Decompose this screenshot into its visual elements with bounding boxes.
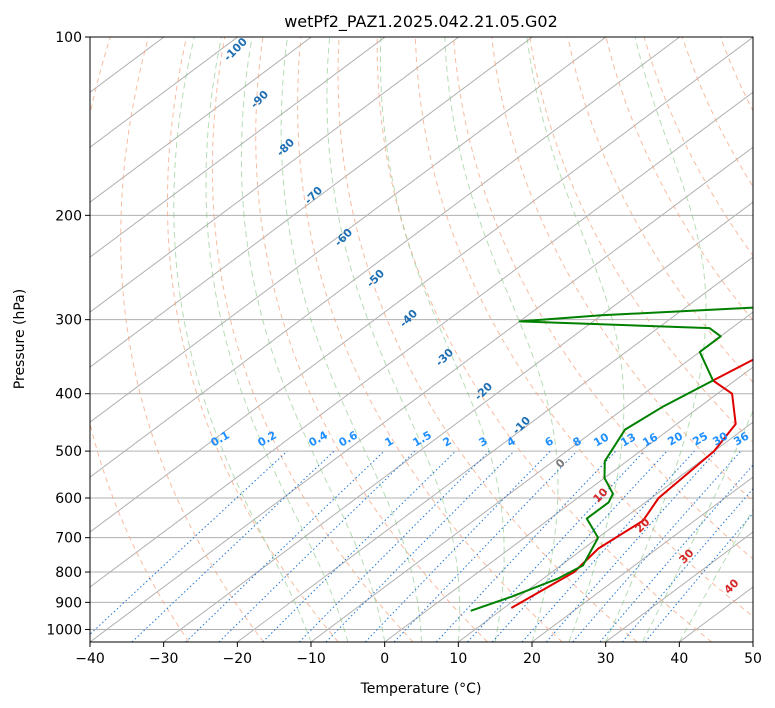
isotherm xyxy=(163,201,753,642)
x-tick-label: 20 xyxy=(523,651,541,667)
dry-adiabat xyxy=(120,37,264,642)
mixing-ratio-line xyxy=(262,450,456,642)
isotherm xyxy=(90,37,607,423)
moist-adiabat xyxy=(642,409,753,642)
x-tick-label: 30 xyxy=(597,651,615,667)
mixing-ratio-line xyxy=(436,450,617,642)
y-tick-label: 700 xyxy=(55,531,82,547)
y-tick-label: 200 xyxy=(55,208,82,224)
mixing-ratio-line xyxy=(545,450,717,642)
x-tick-label: −20 xyxy=(223,651,253,667)
moist-adiabat xyxy=(326,37,461,642)
y-tick-label: 800 xyxy=(55,565,82,581)
x-tick-label: −10 xyxy=(296,651,326,667)
y-tick-label: 1000 xyxy=(46,622,82,638)
y-tick-label: 400 xyxy=(55,387,82,403)
dry-adiabat xyxy=(255,37,488,642)
dry-adiabat xyxy=(605,37,753,322)
dry-adiabat xyxy=(567,37,753,384)
isotherm xyxy=(90,37,312,203)
mixing-ratio-line xyxy=(467,450,645,642)
isotherm xyxy=(90,91,753,588)
dry-adiabat xyxy=(529,37,753,444)
mixing-ratio-line xyxy=(491,450,668,642)
isotherm xyxy=(531,476,753,642)
y-axis-label: Pressure (hPa) xyxy=(12,289,28,389)
dewpoint-profile-line xyxy=(470,306,753,612)
moist-adiabat xyxy=(240,37,386,642)
isotherm xyxy=(458,421,753,642)
isotherm xyxy=(90,37,753,533)
isotherm xyxy=(605,531,753,642)
isotherm xyxy=(90,37,459,313)
y-tick-label: 600 xyxy=(55,491,82,507)
x-tick-label: 10 xyxy=(449,651,467,667)
x-tick-label: 40 xyxy=(670,651,688,667)
moist-adiabat xyxy=(173,37,312,642)
x-axis-label: Temperature (°C) xyxy=(360,681,482,697)
mixing-ratio-line xyxy=(572,450,742,642)
y-tick-label: 100 xyxy=(55,30,82,46)
mixing-ratio-line xyxy=(393,450,578,642)
dry-adiabat xyxy=(452,37,753,560)
isotherm xyxy=(237,256,753,642)
dry-adiabat xyxy=(297,37,563,642)
x-tick-label: 0 xyxy=(380,651,389,667)
isotherm xyxy=(90,37,533,368)
y-tick-label: 300 xyxy=(55,313,82,329)
moist-adiabat xyxy=(444,37,559,642)
chart-title: wetPf2_PAZ1.2025.042.21.05.G02 xyxy=(284,12,558,32)
isotherm xyxy=(90,146,753,642)
mixing-ratio-line xyxy=(185,450,385,642)
mixing-ratio-line xyxy=(364,450,551,642)
x-tick-label: −30 xyxy=(149,651,179,667)
x-tick-label: −40 xyxy=(75,651,105,667)
mixing-ratio-line xyxy=(90,450,288,636)
dry-adiabat xyxy=(211,37,414,642)
y-tick-label: 500 xyxy=(55,444,82,460)
mixing-ratio-line xyxy=(521,450,695,642)
isotherm xyxy=(90,37,238,148)
moist-adiabat xyxy=(526,37,625,642)
dry-adiabat xyxy=(376,37,713,642)
y-tick-label: 900 xyxy=(55,595,82,611)
dry-adiabat xyxy=(491,37,753,502)
moist-adiabat xyxy=(280,37,422,642)
isotherm xyxy=(90,37,386,258)
temperature-profile-line xyxy=(510,358,753,609)
x-tick-label: 50 xyxy=(744,651,762,667)
dry-adiabat xyxy=(337,37,638,642)
isotherm xyxy=(90,37,680,478)
isotherm xyxy=(384,366,753,642)
mixing-ratio-line xyxy=(298,450,490,642)
moist-adiabat xyxy=(605,37,707,642)
dry-adiabat xyxy=(90,37,190,642)
moist-adiabat xyxy=(205,37,349,642)
mixing-ratio-line xyxy=(325,450,515,642)
plot-frame xyxy=(89,36,754,643)
